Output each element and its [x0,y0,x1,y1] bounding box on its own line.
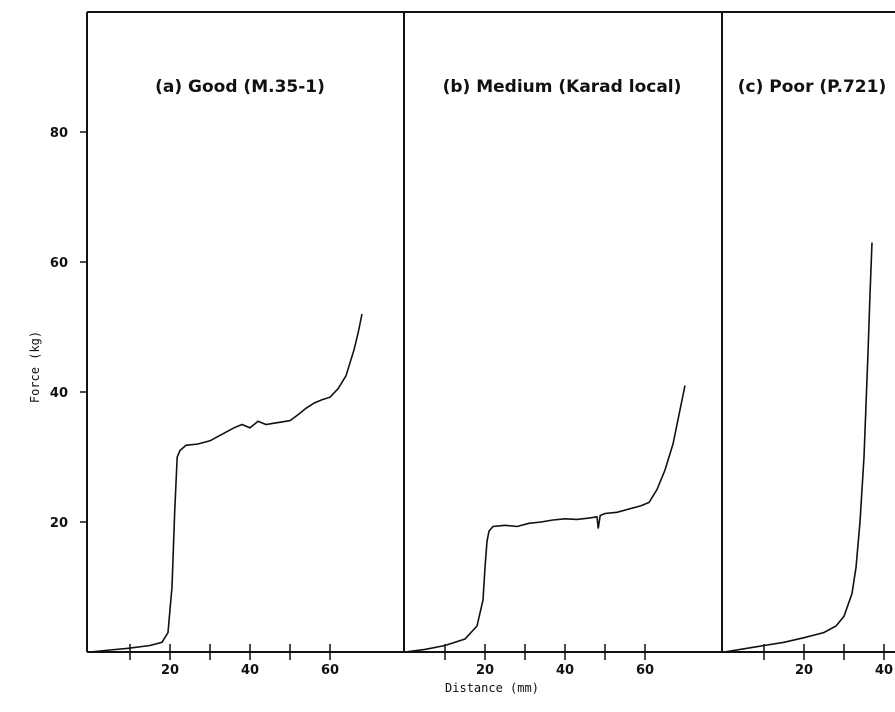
y-tick-label: 20 [50,516,68,531]
x-tick-label: 40 [556,663,574,678]
panel-title: (b) Medium (Karad local) [443,77,682,97]
x-tick-label: 60 [321,663,339,678]
x-tick-label: 60 [636,663,654,678]
panel-a: 20 40 60 (a) Good (M.35-1) [86,11,404,678]
x-tick-label: 20 [161,663,179,678]
panel-title: (a) Good (M.35-1) [155,77,325,97]
x-tick-label: 20 [795,663,813,678]
x-tick-label: 40 [241,663,259,678]
panel-title: (c) Poor (P.721) [738,77,886,97]
y-axis-label: Force (kg) [28,331,42,403]
x-tick-label: 40 [875,663,893,678]
y-tick-label: 40 [50,386,68,401]
force-curve [723,242,873,653]
y-tick-label: 60 [50,256,68,271]
chart-root: 20 40 60 80 20 40 60 (a) Good (M.35-1) 20 40 60 (b)… [50,11,895,678]
force-curve [404,385,686,653]
panel-c: 20 40 (c) Poor (P.721) [721,11,895,678]
x-axis-label: Distance (mm) [445,681,539,695]
force-curve [89,313,363,653]
panel-b: 20 40 60 (b) Medium (Karad local) [403,11,722,678]
y-tick-label: 80 [50,126,68,141]
x-tick-label: 20 [476,663,494,678]
